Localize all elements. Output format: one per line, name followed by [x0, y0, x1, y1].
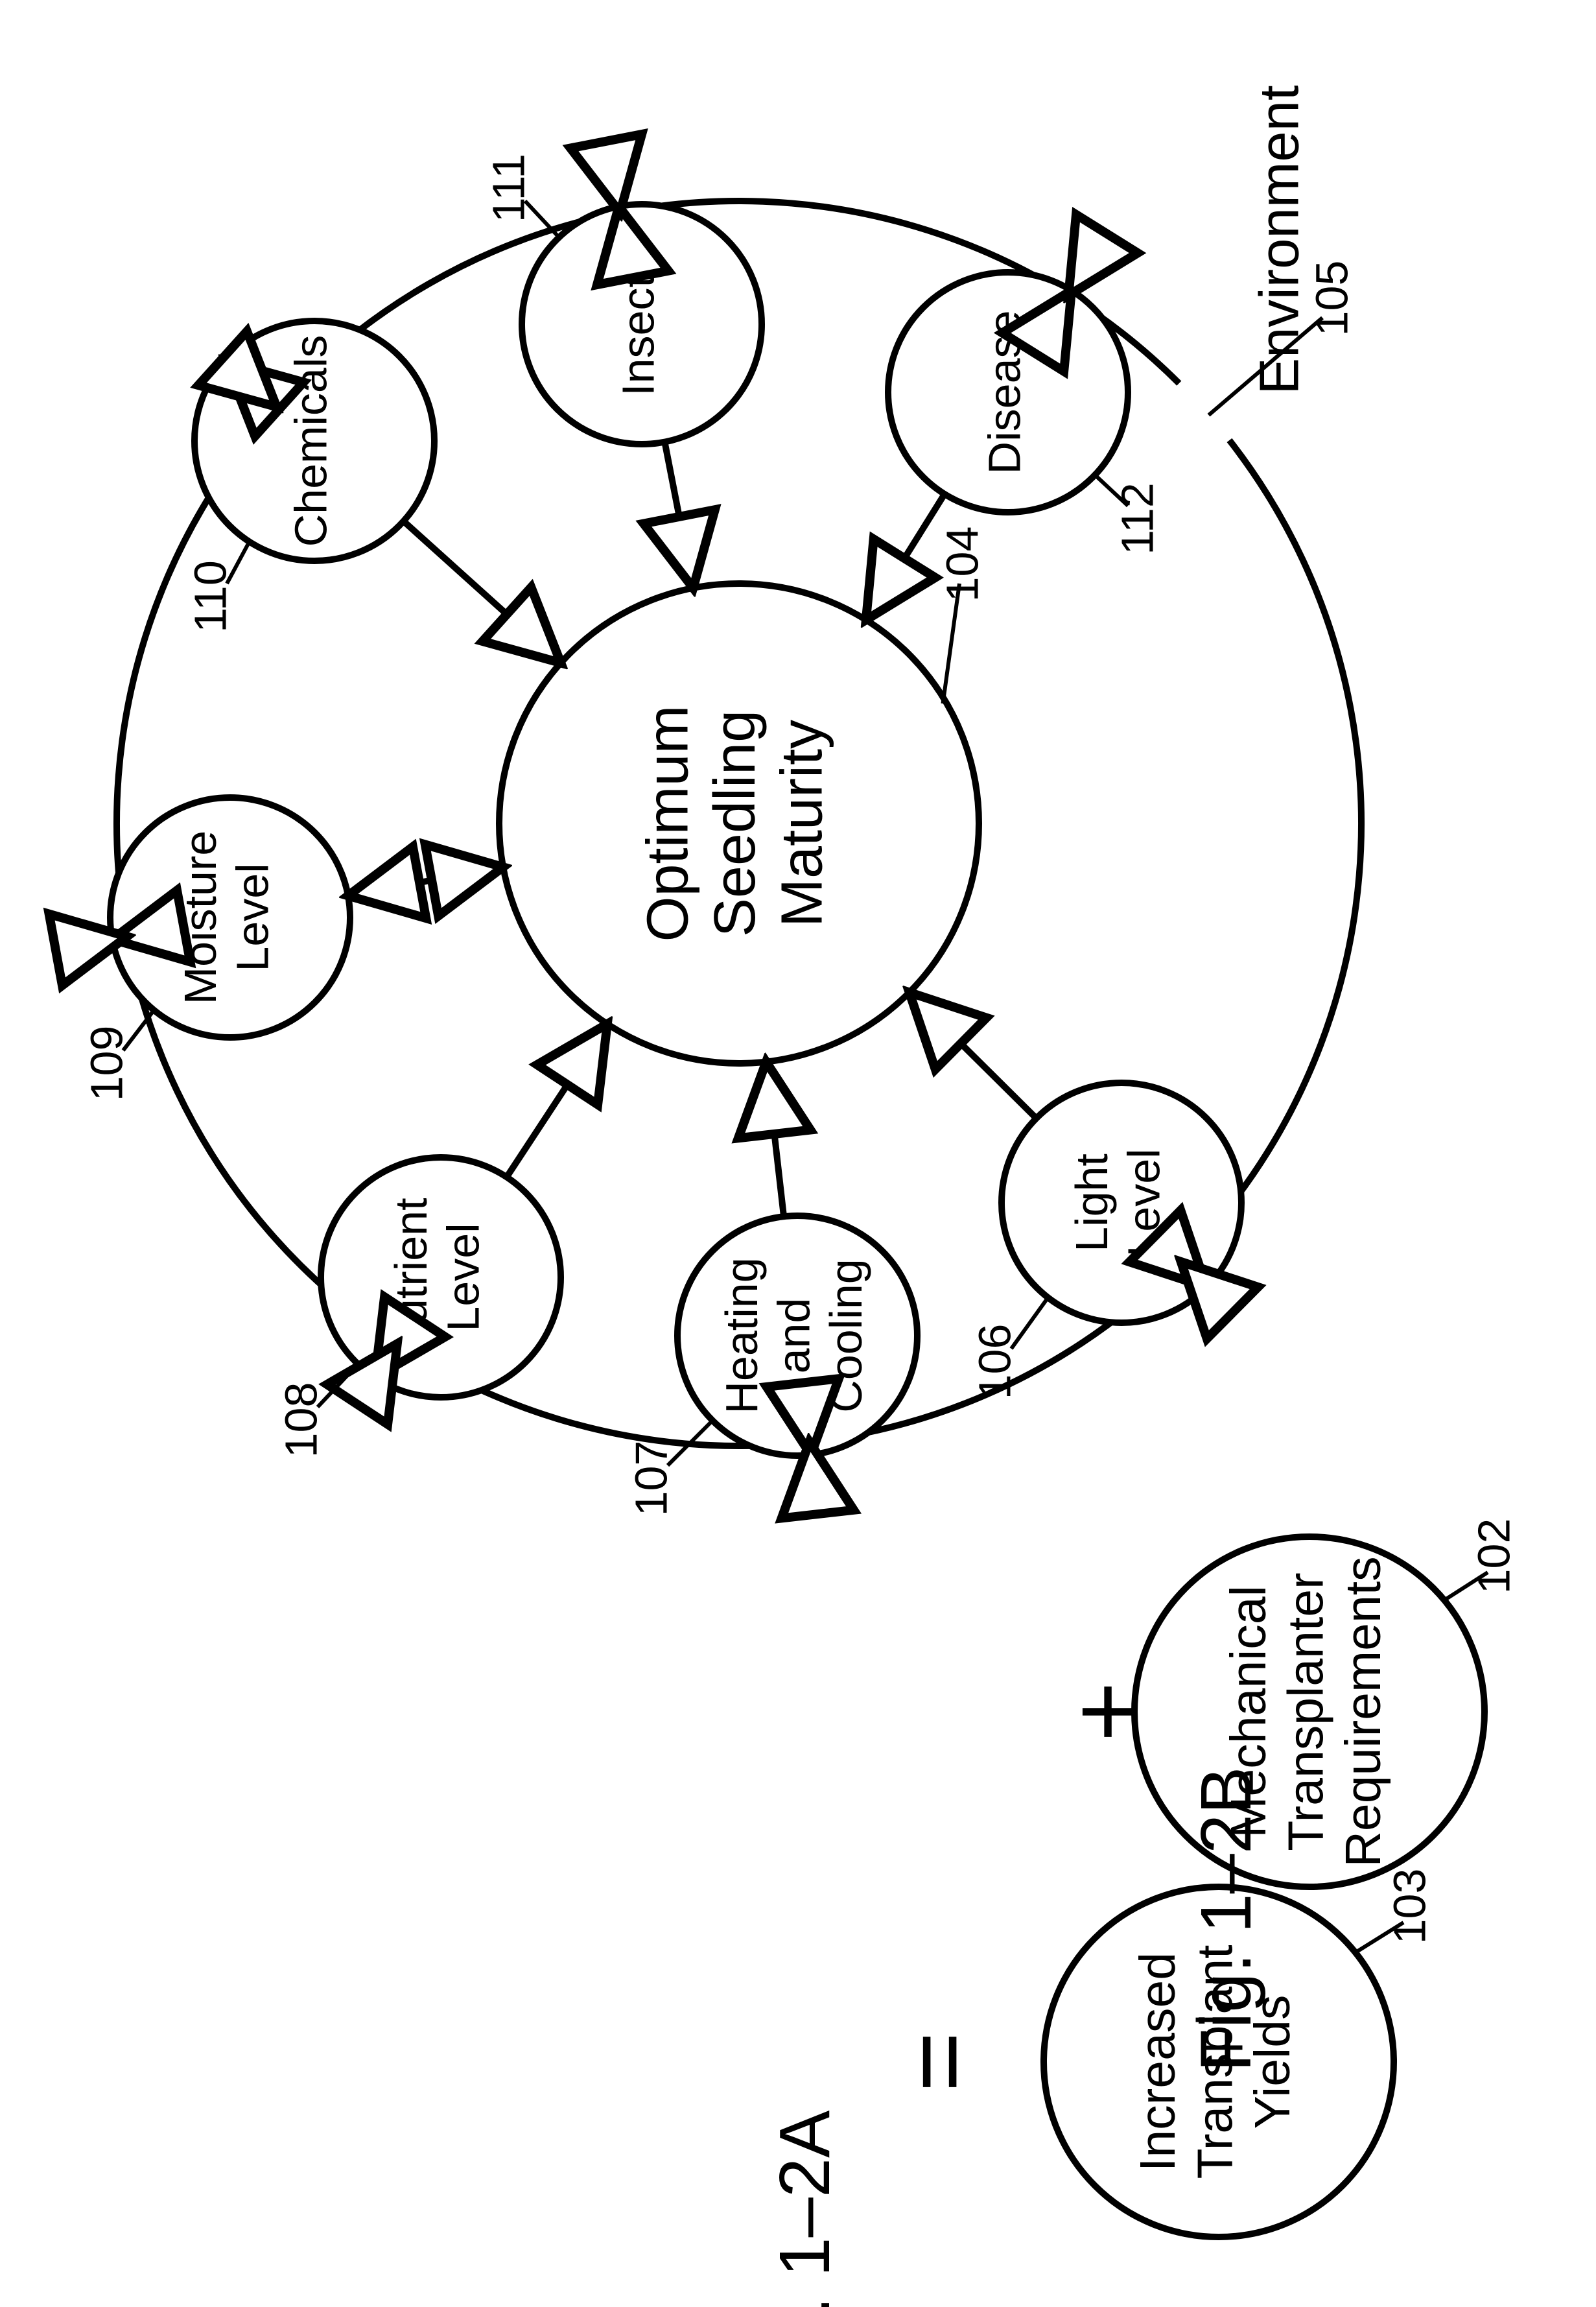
equals-operator: =	[880, 2031, 996, 2092]
arrow-disease-to-env	[1068, 290, 1072, 296]
spoke-nutrient-label: Nutrient	[386, 1198, 436, 1356]
node-b-label: Requirements	[1335, 1556, 1391, 1867]
ref-104: 104	[937, 526, 987, 602]
ref-106: 106	[969, 1324, 1020, 1400]
ref-108: 108	[276, 1382, 326, 1458]
arrow-insects-to-env	[619, 206, 620, 212]
spoke-light-label: Level	[1119, 1148, 1169, 1257]
arrow-disease-to-hub	[866, 494, 945, 620]
diagram-canvas: Environment105 OptimumSeedlingMaturity 104…	[0, 0, 1596, 2307]
node-b-label: Transplanter	[1278, 1572, 1333, 1851]
spoke-heating-label: and	[768, 1298, 819, 1374]
arrow-moisture-to-env	[112, 936, 127, 939]
ref-105: 105	[1306, 261, 1357, 337]
spoke-nutrient-label: Level	[438, 1223, 489, 1331]
ref-107: 107	[626, 1441, 676, 1517]
spoke-moisture-label: Moisture	[175, 831, 226, 1004]
ref-102: 102	[1468, 1519, 1519, 1594]
hub-label: Maturity	[769, 720, 834, 927]
ref-109: 109	[81, 1026, 132, 1102]
environment-label: Environment	[1249, 85, 1310, 394]
hub-label: Optimum	[635, 705, 700, 941]
arrow-heating-to-env	[810, 1442, 811, 1455]
ref-103: 103	[1384, 1869, 1435, 1945]
spoke-light-label: Light	[1066, 1154, 1117, 1252]
figure-label-a: Fig. 1–2A	[765, 2110, 845, 2307]
spoke-disease-label: Disease	[979, 311, 1029, 475]
ref-111: 111	[483, 154, 534, 222]
node-c-label: Increased	[1130, 1952, 1186, 2171]
spoke-chemicals-label: Chemicals	[285, 335, 336, 547]
arrow-chemicals-to-hub	[403, 521, 561, 663]
arrow-light-to-hub	[909, 993, 1037, 1118]
hub-label: Seedling	[703, 710, 768, 937]
spoke-moisture-label: Level	[228, 863, 278, 971]
figure-label-b: Fig. 1–2B	[1186, 1767, 1266, 2072]
arrow-moisture-to-hub	[348, 867, 503, 895]
arrow-heating-to-hub	[766, 1062, 784, 1217]
spoke-insects-label: Insects	[613, 252, 663, 396]
arrow-insects-to-hub	[664, 442, 693, 588]
spoke-heating-label: Cooling	[821, 1259, 871, 1412]
ref-110: 110	[185, 560, 235, 633]
ref-112: 112	[1112, 482, 1162, 555]
spoke-heating-label: Heating	[716, 1257, 767, 1414]
arrow-nutrient-to-hub	[507, 1024, 607, 1177]
